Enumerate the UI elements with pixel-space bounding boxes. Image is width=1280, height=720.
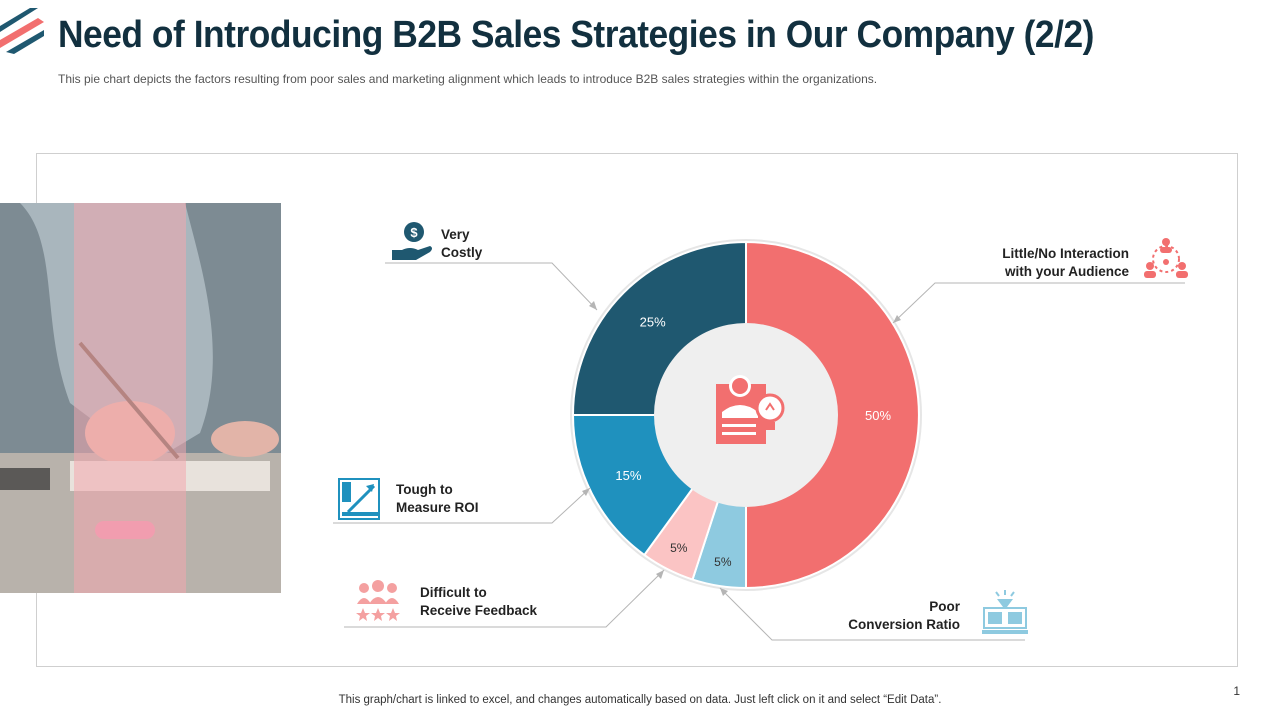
arrowhead-poor-conversion: [720, 588, 728, 596]
callout-poor-conversion-line1: Poor: [929, 599, 960, 614]
arrowhead-very-costly: [589, 301, 597, 310]
slice-label-2: 5%: [670, 541, 688, 555]
slice-label-0: 50%: [865, 408, 891, 423]
logo-stripes-icon: [0, 8, 44, 54]
footer-note: This graph/chart is linked to excel, and…: [338, 694, 942, 706]
callout-difficult-feedback-line1: Difficult to: [420, 585, 487, 600]
callout-difficult-feedback-line2: Receive Feedback: [420, 603, 538, 618]
arrowhead-tough-roi: [582, 488, 590, 496]
donut-outer-ring: [570, 239, 922, 591]
growth-chart-icon: [338, 478, 380, 520]
leader-line-tough-roi: [333, 487, 591, 524]
leader-line-poor-conversion: [719, 587, 1025, 641]
slice-label-4: 25%: [640, 315, 666, 330]
businessman-idea-icon: [716, 375, 785, 444]
page-subtitle: This pie chart depicts the factors resul…: [58, 72, 878, 86]
photo-person-writing: [0, 203, 281, 593]
callout-very-costly-line1: Very: [441, 227, 470, 242]
page-number: 1: [1233, 684, 1240, 698]
callout-poor-conversion: Poor Conversion Ratio: [848, 598, 960, 634]
leader-line-difficult-feedback: [344, 569, 665, 628]
callout-tough-roi-line2: Measure ROI: [396, 500, 479, 515]
callout-little-interaction-line2: with your Audience: [1004, 264, 1129, 279]
leader-line-very-costly: [385, 262, 598, 311]
money-hand-icon: $: [392, 222, 432, 260]
arrowhead-difficult-feedback: [656, 570, 664, 579]
slice-label-3: 15%: [615, 468, 641, 483]
callout-tough-roi-line1: Tough to: [396, 482, 453, 497]
callout-tough-roi: Tough to Measure ROI: [396, 481, 479, 517]
arrowhead-little-interaction: [893, 315, 901, 323]
slice-label-1: 5%: [714, 555, 732, 569]
callout-very-costly: Very Costly: [441, 226, 482, 262]
conversion-screen-icon: [982, 590, 1028, 634]
leader-lines: [333, 262, 1185, 641]
page-title: Need of Introducing B2B Sales Strategies…: [58, 14, 1094, 56]
network-people-icon: [1144, 238, 1188, 278]
leader-line-little-interaction: [892, 282, 1185, 324]
callout-difficult-feedback: Difficult to Receive Feedback: [420, 584, 537, 620]
callout-little-interaction: Little/No Interaction with your Audience: [1002, 245, 1129, 281]
svg-text:$: $: [410, 225, 418, 240]
rating-people-icon: [356, 580, 400, 621]
callout-little-interaction-line1: Little/No Interaction: [1002, 246, 1129, 261]
callout-poor-conversion-line2: Conversion Ratio: [848, 617, 960, 632]
callout-very-costly-line2: Costly: [441, 245, 483, 260]
